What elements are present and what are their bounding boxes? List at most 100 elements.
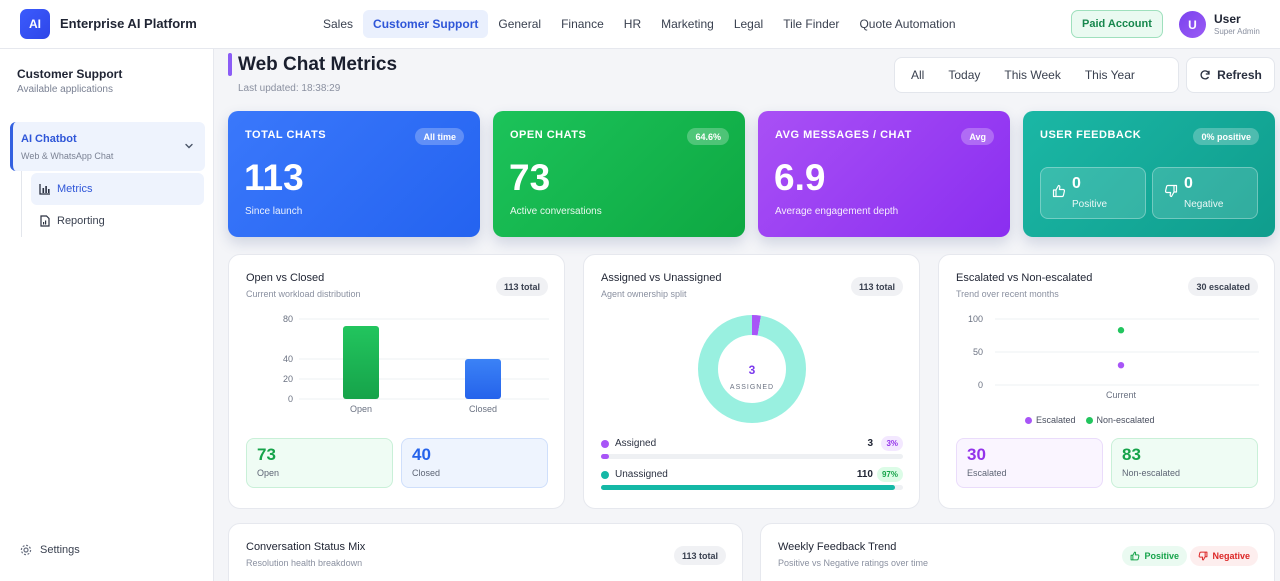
title-accent xyxy=(228,53,232,76)
panel-title: Open vs Closed xyxy=(246,272,325,284)
chevron-down-icon[interactable] xyxy=(183,140,195,152)
point-non-escalated xyxy=(1117,327,1125,334)
panel-title: Assigned vs Unassigned xyxy=(601,272,722,284)
stat-label: USER FEEDBACK xyxy=(1040,129,1142,141)
app-logo[interactable]: AI xyxy=(20,9,50,39)
closed-summary: 40 Closed xyxy=(401,438,548,488)
y-tick-label: 20 xyxy=(283,374,293,384)
panel-subtitle: Agent ownership split xyxy=(601,289,687,299)
donut-slice-unassigned xyxy=(698,315,806,423)
y-tick-label: 80 xyxy=(283,314,293,324)
negative-count: 0 xyxy=(1184,175,1193,192)
feedback-positive: 0 Positive xyxy=(1040,167,1146,219)
stat-value: 73 xyxy=(509,157,551,198)
range-today[interactable]: Today xyxy=(948,68,981,82)
app-name: AI Chatbot xyxy=(21,133,77,145)
y-tick-label: 50 xyxy=(973,347,983,357)
paid-account-badge[interactable]: Paid Account xyxy=(1071,10,1163,38)
bar-closed xyxy=(465,359,501,399)
row-count: 3 xyxy=(867,438,873,449)
closed-label: Closed xyxy=(412,468,441,478)
unassigned-dot xyxy=(601,471,609,479)
sidebar-item-reporting[interactable]: Reporting xyxy=(31,205,204,237)
legend-dot xyxy=(1085,417,1093,425)
assigned-donut-chart: 3 ASSIGNED xyxy=(698,315,806,423)
negative-tag[interactable]: Negative xyxy=(1190,546,1258,566)
range-this-week[interactable]: This Week xyxy=(1004,68,1061,82)
sidebar-item-label: Metrics xyxy=(57,183,93,195)
refresh-label: Refresh xyxy=(1217,68,1262,82)
panel-weekly-feedback: Weekly Feedback Trend Positive vs Negati… xyxy=(760,523,1275,581)
negative-tag-label: Negative xyxy=(1212,551,1250,561)
app-ai-chatbot[interactable]: AI Chatbot Web & WhatsApp Chat xyxy=(10,122,205,171)
panel-assigned: Assigned vs Unassigned Agent ownership s… xyxy=(583,254,920,509)
nav-general[interactable]: General xyxy=(498,17,542,31)
positive-tag[interactable]: Positive xyxy=(1122,546,1187,566)
legend-non-escalated[interactable]: Non-escalated xyxy=(1085,415,1155,425)
x-tick-label: Open xyxy=(350,404,372,414)
progress-track xyxy=(601,454,903,459)
thumbs-down-icon xyxy=(1164,184,1178,198)
settings-link[interactable]: Settings xyxy=(20,544,80,556)
last-updated: Last updated: 18:38:29 xyxy=(238,83,341,94)
stat-value: 113 xyxy=(244,157,304,198)
x-tick-label: Closed xyxy=(469,404,497,414)
nav-marketing[interactable]: Marketing xyxy=(661,17,714,31)
nav-hr[interactable]: HR xyxy=(623,17,642,31)
stat-total-chats: TOTAL CHATS All time 113 Since launch xyxy=(228,111,480,237)
stat-user-feedback: USER FEEDBACK 0% positive 0 Positive 0 N… xyxy=(1023,111,1275,237)
y-tick-label: 0 xyxy=(288,394,293,404)
page-title: Web Chat Metrics xyxy=(238,54,398,75)
donut-center-label: ASSIGNED xyxy=(730,384,774,391)
stat-open-chats: OPEN CHATS 64.6% 73 Active conversations xyxy=(493,111,745,237)
nav-customer-support[interactable]: Customer Support xyxy=(363,10,489,38)
nav-sales[interactable]: Sales xyxy=(323,17,354,31)
stat-label: AVG MESSAGES / CHAT xyxy=(775,129,912,141)
user-name[interactable]: User xyxy=(1214,12,1241,26)
nav-tile-finder[interactable]: Tile Finder xyxy=(783,17,840,31)
nav-finance[interactable]: Finance xyxy=(561,17,604,31)
y-tick-label: 40 xyxy=(283,354,293,364)
panel-status-mix: Conversation Status Mix Resolution healt… xyxy=(228,523,743,581)
stat-value: 6.9 xyxy=(774,157,826,198)
stat-avg-messages: AVG MESSAGES / CHAT Avg 6.9 Average enga… xyxy=(758,111,1010,237)
range-this-year[interactable]: This Year xyxy=(1084,68,1135,82)
non-escalated-label: Non-escalated xyxy=(1122,468,1181,478)
stat-sub: Since launch xyxy=(245,206,303,217)
panel-subtitle: Current workload distribution xyxy=(246,289,361,299)
open-label: Open xyxy=(257,468,280,478)
stat-badge: All time xyxy=(415,128,464,145)
sidebar: Customer Support Available applications … xyxy=(0,49,214,581)
panel-title: Weekly Feedback Trend xyxy=(778,541,897,553)
panel-badge: 113 total xyxy=(850,277,903,296)
open-value: 73 xyxy=(257,445,276,464)
sidebar-item-label: Reporting xyxy=(57,215,105,227)
legend-escalated[interactable]: Escalated xyxy=(1025,415,1076,425)
panel-subtitle: Positive vs Negative ratings over time xyxy=(778,558,929,568)
nav-legal[interactable]: Legal xyxy=(733,17,764,31)
report-icon xyxy=(40,215,50,227)
thumbs-up-icon xyxy=(1131,551,1140,561)
app-subtitle: Web & WhatsApp Chat xyxy=(21,151,114,161)
refresh-button[interactable]: Refresh xyxy=(1186,57,1275,93)
progress-track xyxy=(601,485,903,490)
refresh-icon xyxy=(1200,70,1210,80)
bar-chart-icon xyxy=(39,184,50,195)
nav-quote-automation[interactable]: Quote Automation xyxy=(859,17,956,31)
sidebar-item-metrics[interactable]: Metrics xyxy=(31,173,204,205)
y-tick-label: 100 xyxy=(968,314,983,324)
range-all[interactable]: All xyxy=(911,68,925,82)
x-tick-label: Current xyxy=(1106,390,1137,400)
non-escalated-summary: 83 Non-escalated xyxy=(1111,438,1258,488)
assigned-dot xyxy=(601,440,609,448)
thumbs-up-icon xyxy=(1052,184,1066,198)
panel-badge: 113 total xyxy=(495,277,548,296)
progress-fill xyxy=(601,454,610,459)
row-name: Unassigned xyxy=(615,469,668,480)
main-nav: Sales Customer Support General Finance H… xyxy=(313,10,966,38)
stat-badge: Avg xyxy=(961,128,994,145)
point-escalated xyxy=(1117,362,1125,369)
avatar[interactable]: U xyxy=(1179,11,1206,38)
escalated-scatter-chart: 0 50 100 Current xyxy=(968,314,1259,400)
escalated-value: 30 xyxy=(967,445,986,464)
